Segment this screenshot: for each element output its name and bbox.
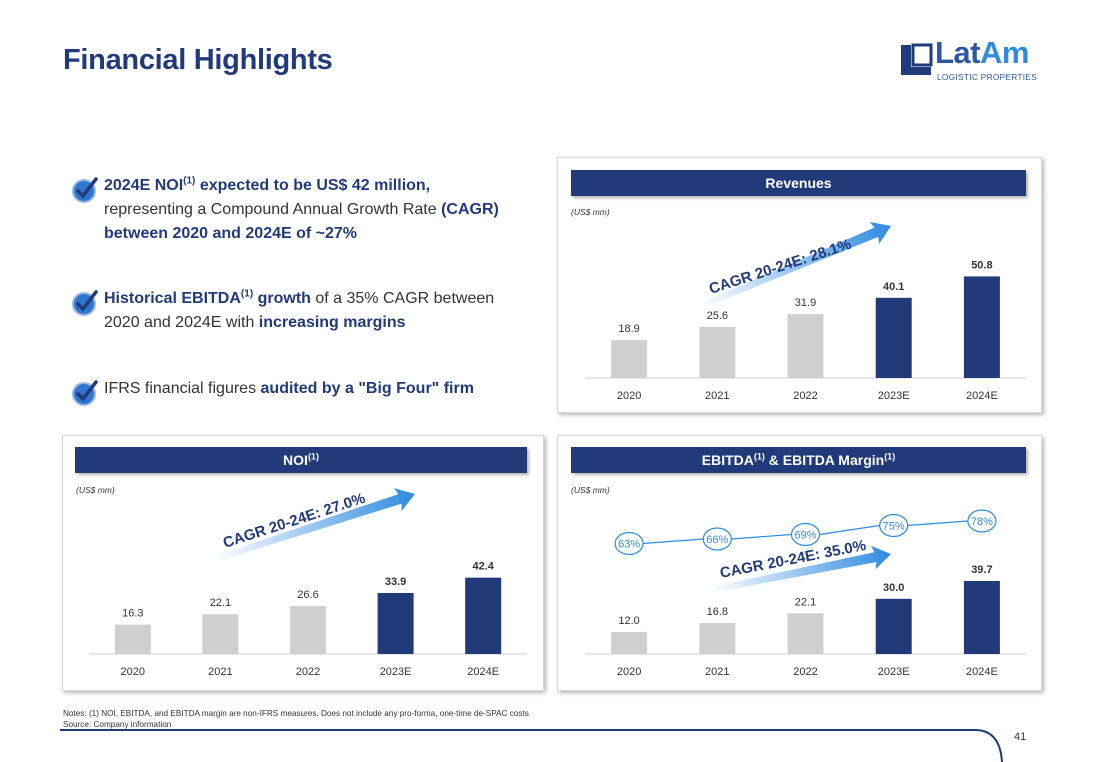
x-tick-label: 2021 <box>705 390 729 402</box>
bar-value-label: 25.6 <box>707 310 728 322</box>
bar-value-label: 22.1 <box>210 597 231 609</box>
margin-connector <box>819 524 880 536</box>
margin-label: 63% <box>618 539 640 551</box>
x-tick-label: 2021 <box>705 666 729 678</box>
bar-2023E <box>875 598 912 654</box>
x-tick-label: 2024E <box>467 666 499 678</box>
margin-marker <box>967 509 997 533</box>
bar-2022 <box>787 314 824 378</box>
bar-value-label: 39.7 <box>971 564 992 576</box>
margin-marker <box>614 531 644 556</box>
x-tick-label: 2023E <box>878 666 910 678</box>
bar-value-label: 12.0 <box>618 615 639 627</box>
noi-panel-title: NOI(1) <box>75 447 527 473</box>
footnotes: Notes: (1) NOI, EBITDA, and EBITDA margi… <box>63 708 529 730</box>
bullet-text: IFRS financial figures audited by a "Big… <box>104 380 474 397</box>
bar-2020 <box>114 624 151 654</box>
footnote-line: Notes: (1) NOI, EBITDA, and EBITDA margi… <box>63 709 529 718</box>
source-line: Source: Company information <box>63 720 172 729</box>
logo-tagline: LOGISTIC PROPERTIES <box>937 72 1038 82</box>
bar-value-label: 31.9 <box>795 297 816 309</box>
margin-connector <box>731 533 792 540</box>
margin-label: 69% <box>794 530 816 542</box>
bar-value-label: 50.8 <box>971 259 992 271</box>
bar-2022 <box>787 613 824 654</box>
bar-2023E <box>875 297 912 378</box>
cagr-arrow <box>710 545 892 593</box>
x-tick-label: 2023E <box>878 390 910 402</box>
cagr-arrow-shape <box>699 221 891 309</box>
bar-2020 <box>611 340 648 378</box>
ebitda-panel-title: EBITDA(1) & EBITDA Margin(1) <box>571 447 1026 473</box>
bar-value-label: 26.6 <box>297 589 318 601</box>
ebitda-unit-label: (US$ mm) <box>571 485 610 495</box>
bar-value-label: 30.0 <box>883 582 904 594</box>
company-logo: LatAm LOGISTIC PROPERTIES <box>899 35 1039 83</box>
check-circle-icon <box>72 380 98 406</box>
bar-2024E <box>465 577 502 654</box>
page-number: 41 <box>1014 731 1027 743</box>
margin-connector <box>907 520 968 527</box>
bar-2020 <box>611 631 648 654</box>
bullet-text: 2024E NOI(1) expected to be US$ 42 milli… <box>104 175 499 242</box>
check-circle-icon <box>72 177 98 203</box>
bar-2024E <box>963 580 1000 654</box>
x-tick-label: 2020 <box>617 390 641 402</box>
bar-2023E <box>377 592 414 654</box>
bar-2021 <box>202 614 239 654</box>
margin-marker <box>702 527 732 551</box>
x-tick-label: 2022 <box>296 666 320 678</box>
revenues-chart: CAGR 20-24E: 28.1% 18.9 2020 25.6 2021 31.9 20… <box>585 221 1026 402</box>
margin-connector <box>643 538 704 545</box>
bar-2022 <box>290 606 326 654</box>
x-tick-label: 2021 <box>208 666 232 678</box>
cagr-arrow <box>699 221 891 309</box>
margin-label: 78% <box>971 516 993 528</box>
bullet-text: Historical EBITDA(1) growth of a 35% CAG… <box>104 288 495 331</box>
revenues-panel-title: Revenues <box>571 170 1026 196</box>
x-tick-label: 2024E <box>966 390 998 402</box>
cagr-arrow-shape <box>214 488 415 562</box>
x-tick-label: 2022 <box>793 390 817 402</box>
margin-label: 66% <box>706 534 728 546</box>
bar-value-label: 22.1 <box>795 596 816 608</box>
cagr-arrow-shape <box>710 545 892 593</box>
logo-wordmark: LatAm <box>935 35 1029 70</box>
bar-2024E <box>963 276 1000 378</box>
bar-2021 <box>699 326 736 378</box>
noi-chart: CAGR 20-24E: 27.0%16.3202022.1202126.620… <box>89 488 527 678</box>
revenues-unit-label: (US$ mm) <box>571 207 610 217</box>
footer-rule <box>60 729 1003 762</box>
bar-value-label: 42.4 <box>472 561 494 573</box>
noi-unit-label: (US$ mm) <box>76 485 115 495</box>
margin-marker <box>790 522 821 547</box>
bar-2021 <box>699 623 736 654</box>
x-tick-label: 2020 <box>121 666 145 678</box>
bar-value-label: 40.1 <box>883 281 904 293</box>
ebitda-chart: CAGR 20-24E: 35.0%12.0202016.8202122.120… <box>585 509 1026 678</box>
check-circle-icon <box>72 290 98 316</box>
cagr-label: CAGR 20-24E: 28.1% <box>707 236 853 298</box>
margin-marker <box>879 513 909 538</box>
x-tick-label: 2020 <box>617 666 641 678</box>
cagr-arrow <box>214 488 415 562</box>
x-tick-label: 2024E <box>966 666 998 678</box>
page-title: Financial Highlights <box>63 44 333 76</box>
logo-mark-icon <box>901 43 933 75</box>
bar-value-label: 16.3 <box>122 608 143 620</box>
x-tick-label: 2023E <box>380 666 412 678</box>
margin-label: 75% <box>883 521 905 533</box>
bar-value-label: 18.9 <box>618 323 639 335</box>
x-tick-label: 2022 <box>793 666 817 678</box>
bar-value-label: 16.8 <box>707 606 728 618</box>
bar-value-label: 33.9 <box>385 576 406 588</box>
